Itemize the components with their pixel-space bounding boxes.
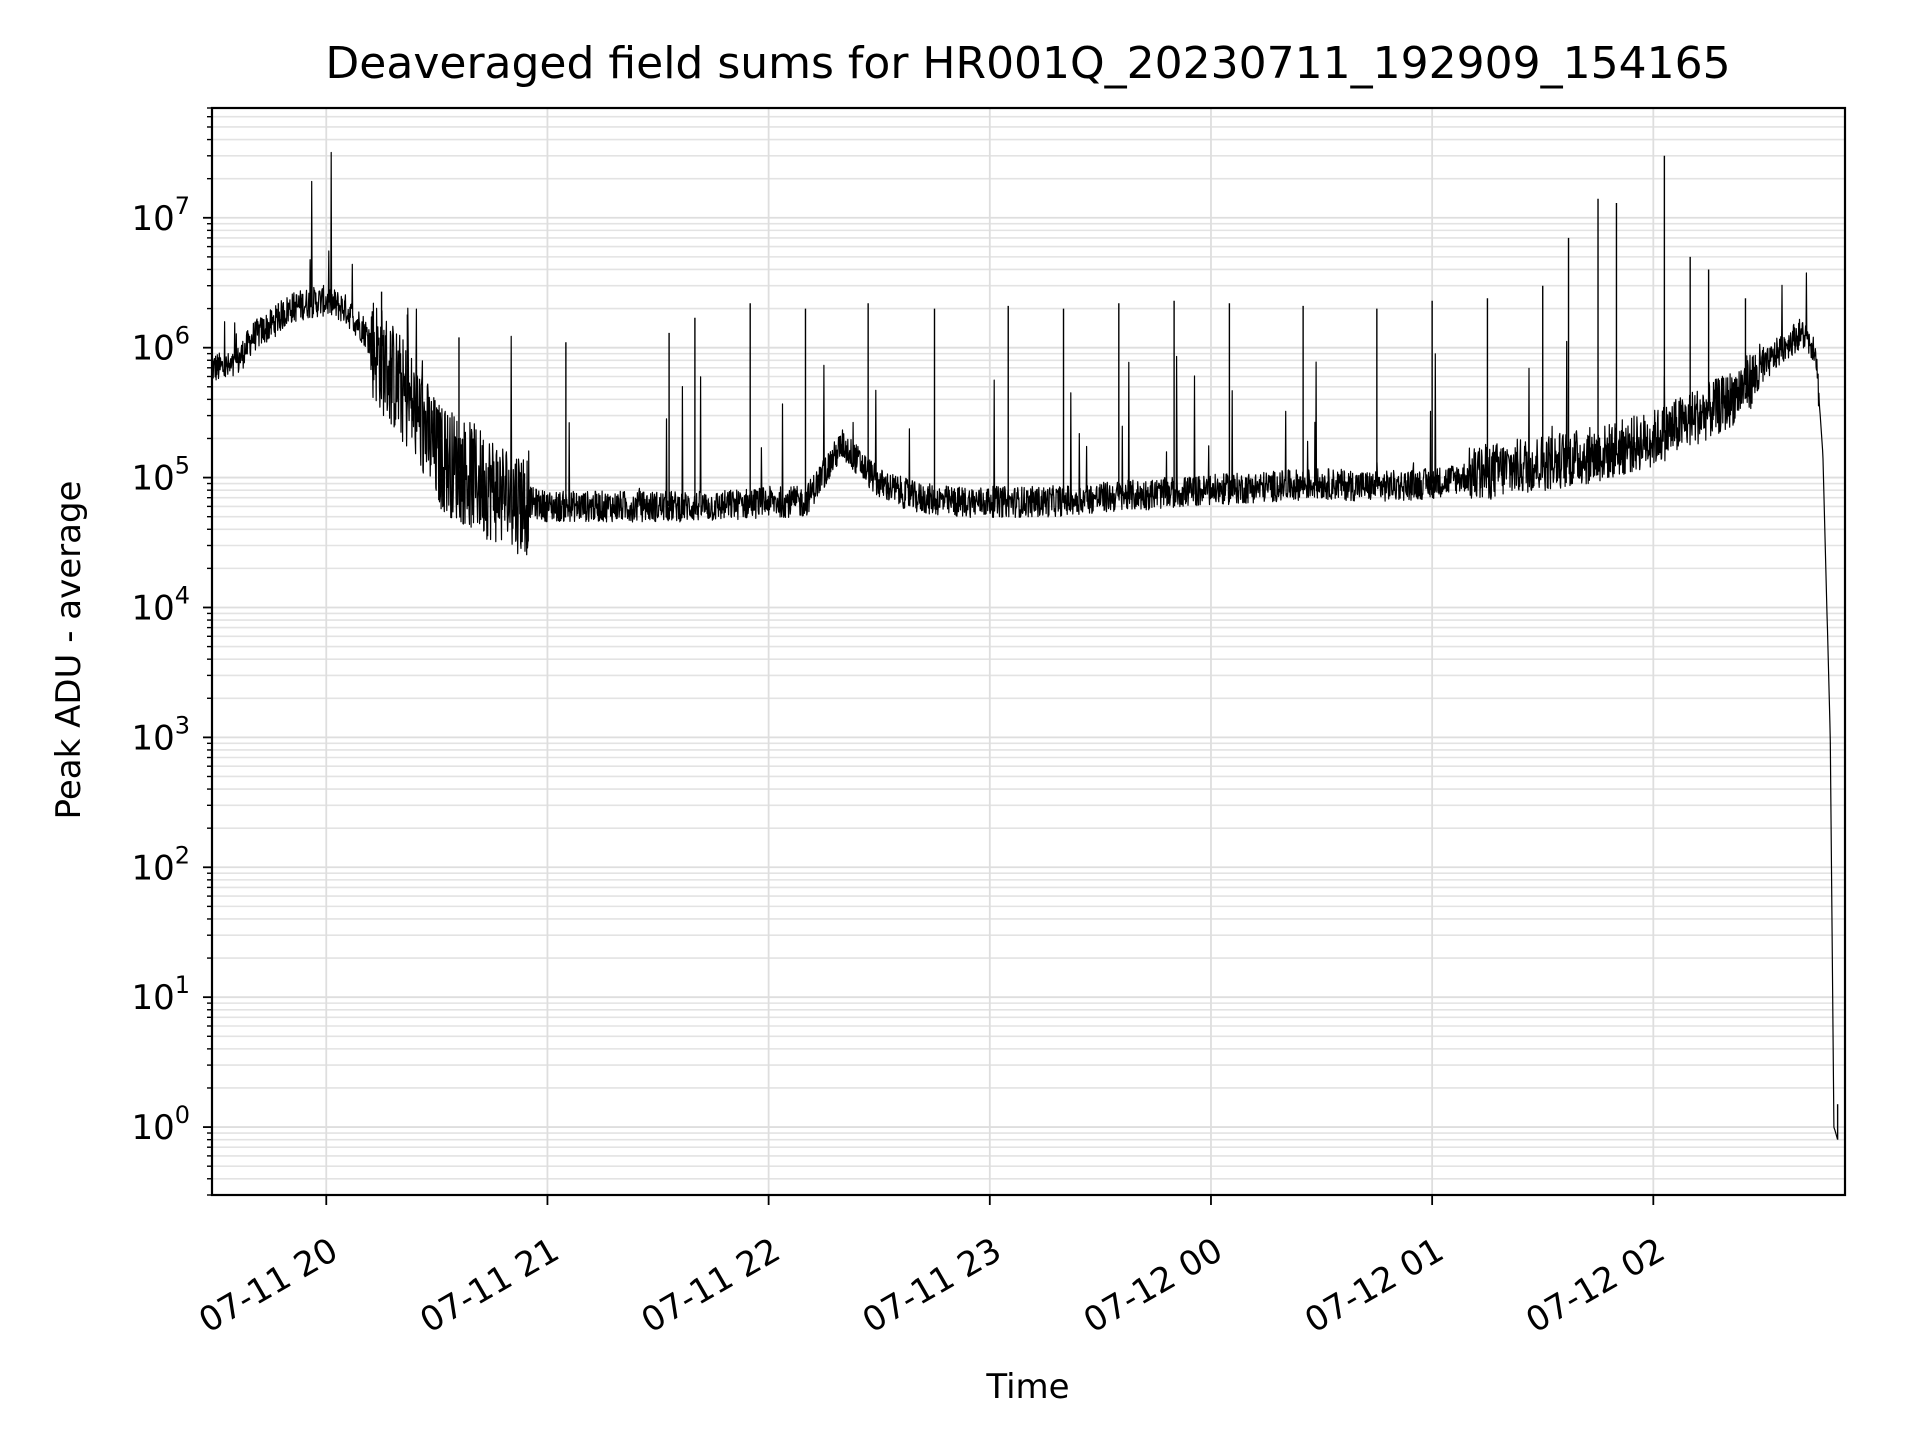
major-gridlines [212, 108, 1845, 1195]
y-axis-ticks: 100 101 102 103 104 105 106 107 [131, 107, 212, 1196]
axes-frame [210, 106, 1847, 1197]
y-tick-label: 105 [131, 452, 190, 499]
y-tick-label: 104 [131, 581, 190, 628]
plot-area [211, 151, 1839, 1140]
y-tick-label: 106 [131, 322, 190, 369]
y-tick-label: 107 [131, 192, 190, 239]
series-line [211, 151, 1839, 1140]
y-tick-label: 101 [131, 971, 190, 1018]
y-tick-label: 103 [131, 711, 190, 758]
x-axis-label: Time [985, 1367, 1069, 1407]
y-axis-label: Peak ADU - average [49, 481, 89, 820]
chart-title: Deaveraged field sums for HR001Q_2023071… [325, 38, 1730, 89]
y-tick-label: 102 [131, 841, 190, 888]
y-tick-label: 100 [131, 1101, 190, 1148]
